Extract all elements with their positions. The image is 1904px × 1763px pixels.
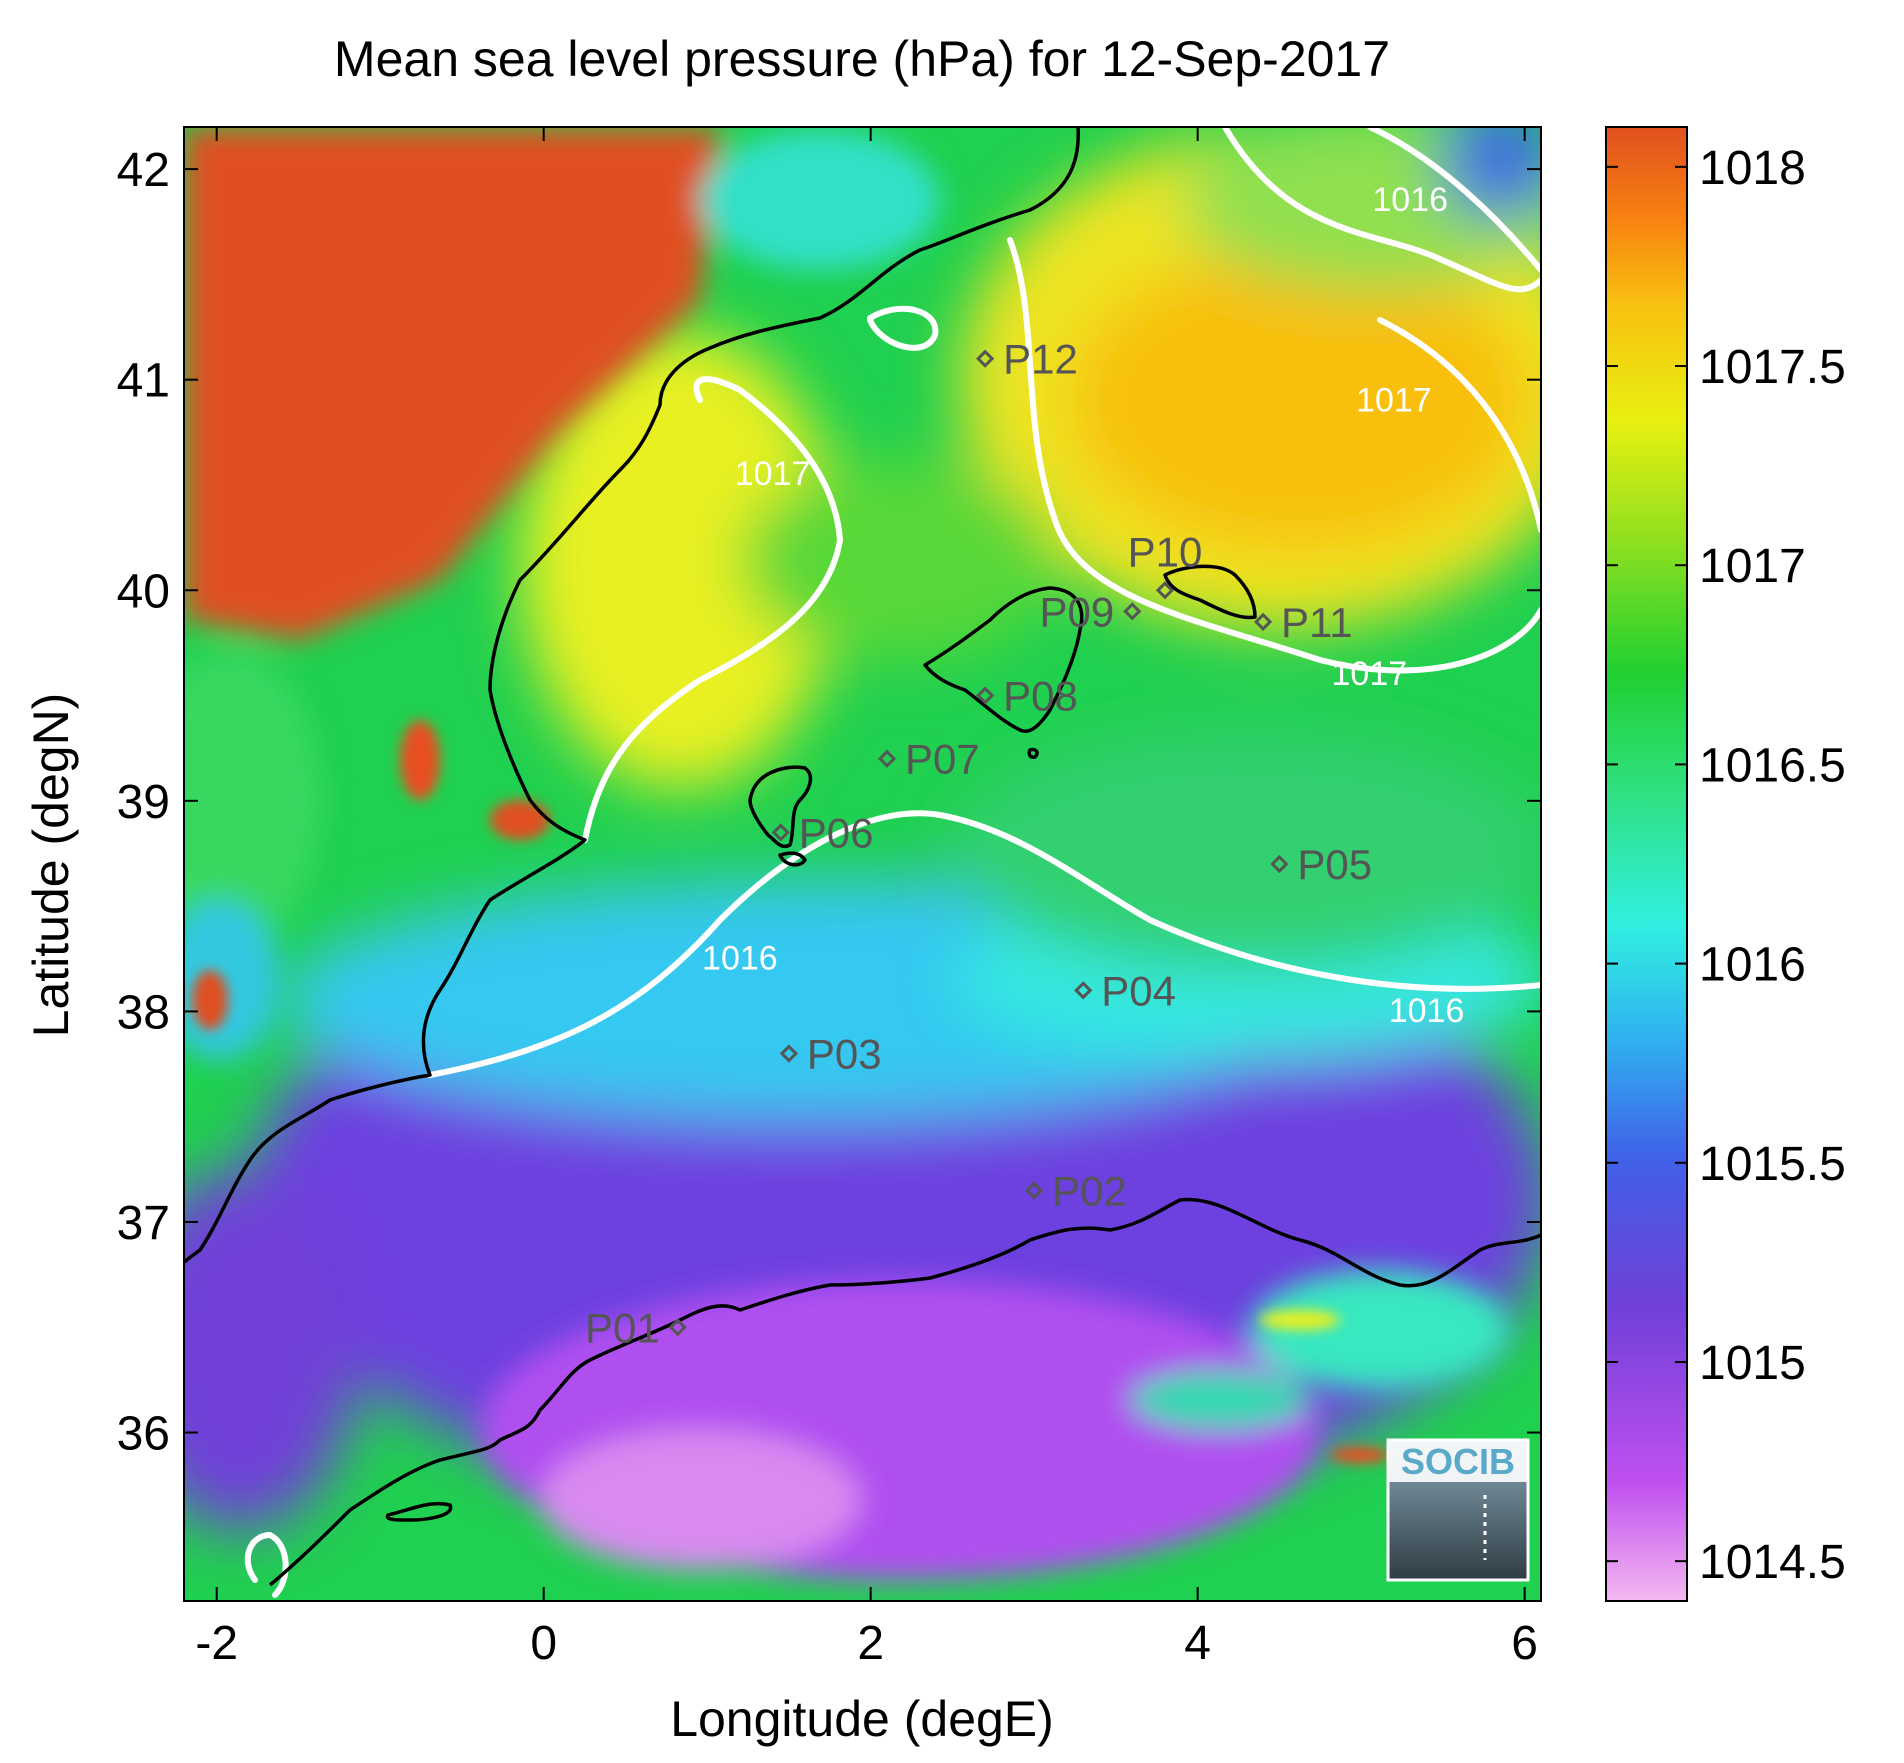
colorbar-tick-label: 1015 [1699,1337,1806,1390]
colorbar-frame [1605,126,1688,1602]
station-label: P03 [807,1031,882,1078]
station-marker [1074,981,1093,1000]
contour-label: 1017 [1332,655,1408,693]
station-label: P09 [1040,588,1115,635]
station-label: P10 [1128,528,1203,575]
contour-label: 1016 [702,939,778,977]
station-marker [877,749,897,768]
station-label: P08 [1003,673,1078,720]
colorbar-tick-label: 1017.5 [1699,341,1846,394]
station-markers: P01 P02 P03 P04 P05 P06 P07 P08 P09 P10 P11 P12 [585,336,1372,1352]
x-axis-label: Longitude (degE) [670,1691,1054,1747]
station-marker [1123,602,1142,621]
station-marker [668,1318,687,1337]
colorbar-tick-label: 1016.5 [1699,739,1846,792]
contour-labels: 1016 1017 1017 1017 1016 1016 [702,181,1464,1030]
station-marker [975,686,995,705]
contour-label: 1016 [1372,181,1448,219]
colorbar-tick-label: 1017 [1699,540,1806,593]
socib-logo: SOCIB [1386,1438,1530,1582]
station-label: P05 [1297,841,1372,888]
station-label: P12 [1003,336,1078,383]
station-label: P01 [585,1304,660,1351]
colorbar-tick-label: 1015.5 [1699,1138,1846,1191]
colorbar-tick-label: 1018 [1699,142,1806,195]
station-label: P04 [1101,967,1176,1014]
x-tick-label: 2 [857,1617,884,1670]
logo-text: SOCIB [1401,1441,1515,1482]
y-axis: 36 37 38 39 40 41 42 [117,144,1541,1461]
x-tick-label: 6 [1511,1617,1538,1670]
station-marker [779,1044,799,1063]
station-label: P02 [1052,1167,1127,1214]
colorbar: 1014.5 1015 1015.5 1016 1016.5 1017 1017.5 1018 [1605,126,1846,1602]
y-tick-label: 42 [117,144,170,197]
station-label: P07 [905,736,980,783]
station-label: P11 [1281,599,1353,646]
y-tick-label: 41 [117,355,170,408]
station-marker [1270,854,1289,874]
colorbar-ticks: 1014.5 1015 1015.5 1016 1016.5 1017 1017.5 1018 [1606,142,1846,1589]
plot-frame [183,126,1542,1602]
x-tick-label: -2 [195,1617,238,1670]
y-tick-label: 37 [117,1197,170,1250]
station-marker [1155,581,1175,600]
station-marker [975,349,995,368]
y-tick-label: 36 [117,1408,170,1461]
x-tick-label: 0 [530,1617,557,1670]
coastlines [184,127,1541,1587]
contour-label: 1017 [735,455,811,493]
y-tick-label: 38 [117,986,170,1039]
station-marker [1025,1181,1044,1200]
y-tick-label: 40 [117,565,170,618]
colorbar-tick-label: 1016 [1699,939,1806,992]
colorbar-gradient [1606,127,1687,1601]
pressure-field [184,127,1541,1601]
x-axis: -2 0 2 4 6 [195,127,1538,1670]
isobar-contours [244,127,1541,1598]
y-tick-label: 39 [117,776,170,829]
x-tick-label: 4 [1184,1617,1211,1670]
colorbar-tick-label: 1014.5 [1699,1536,1846,1589]
contour-label: 1016 [1389,992,1465,1030]
y-axis-label: Latitude (degN) [23,693,79,1038]
chart-title: Mean sea level pressure (hPa) for 12-Sep… [334,31,1390,87]
station-marker [1253,612,1273,631]
contour-label: 1017 [1356,381,1432,419]
station-marker [771,823,790,842]
station-label: P06 [799,809,874,856]
